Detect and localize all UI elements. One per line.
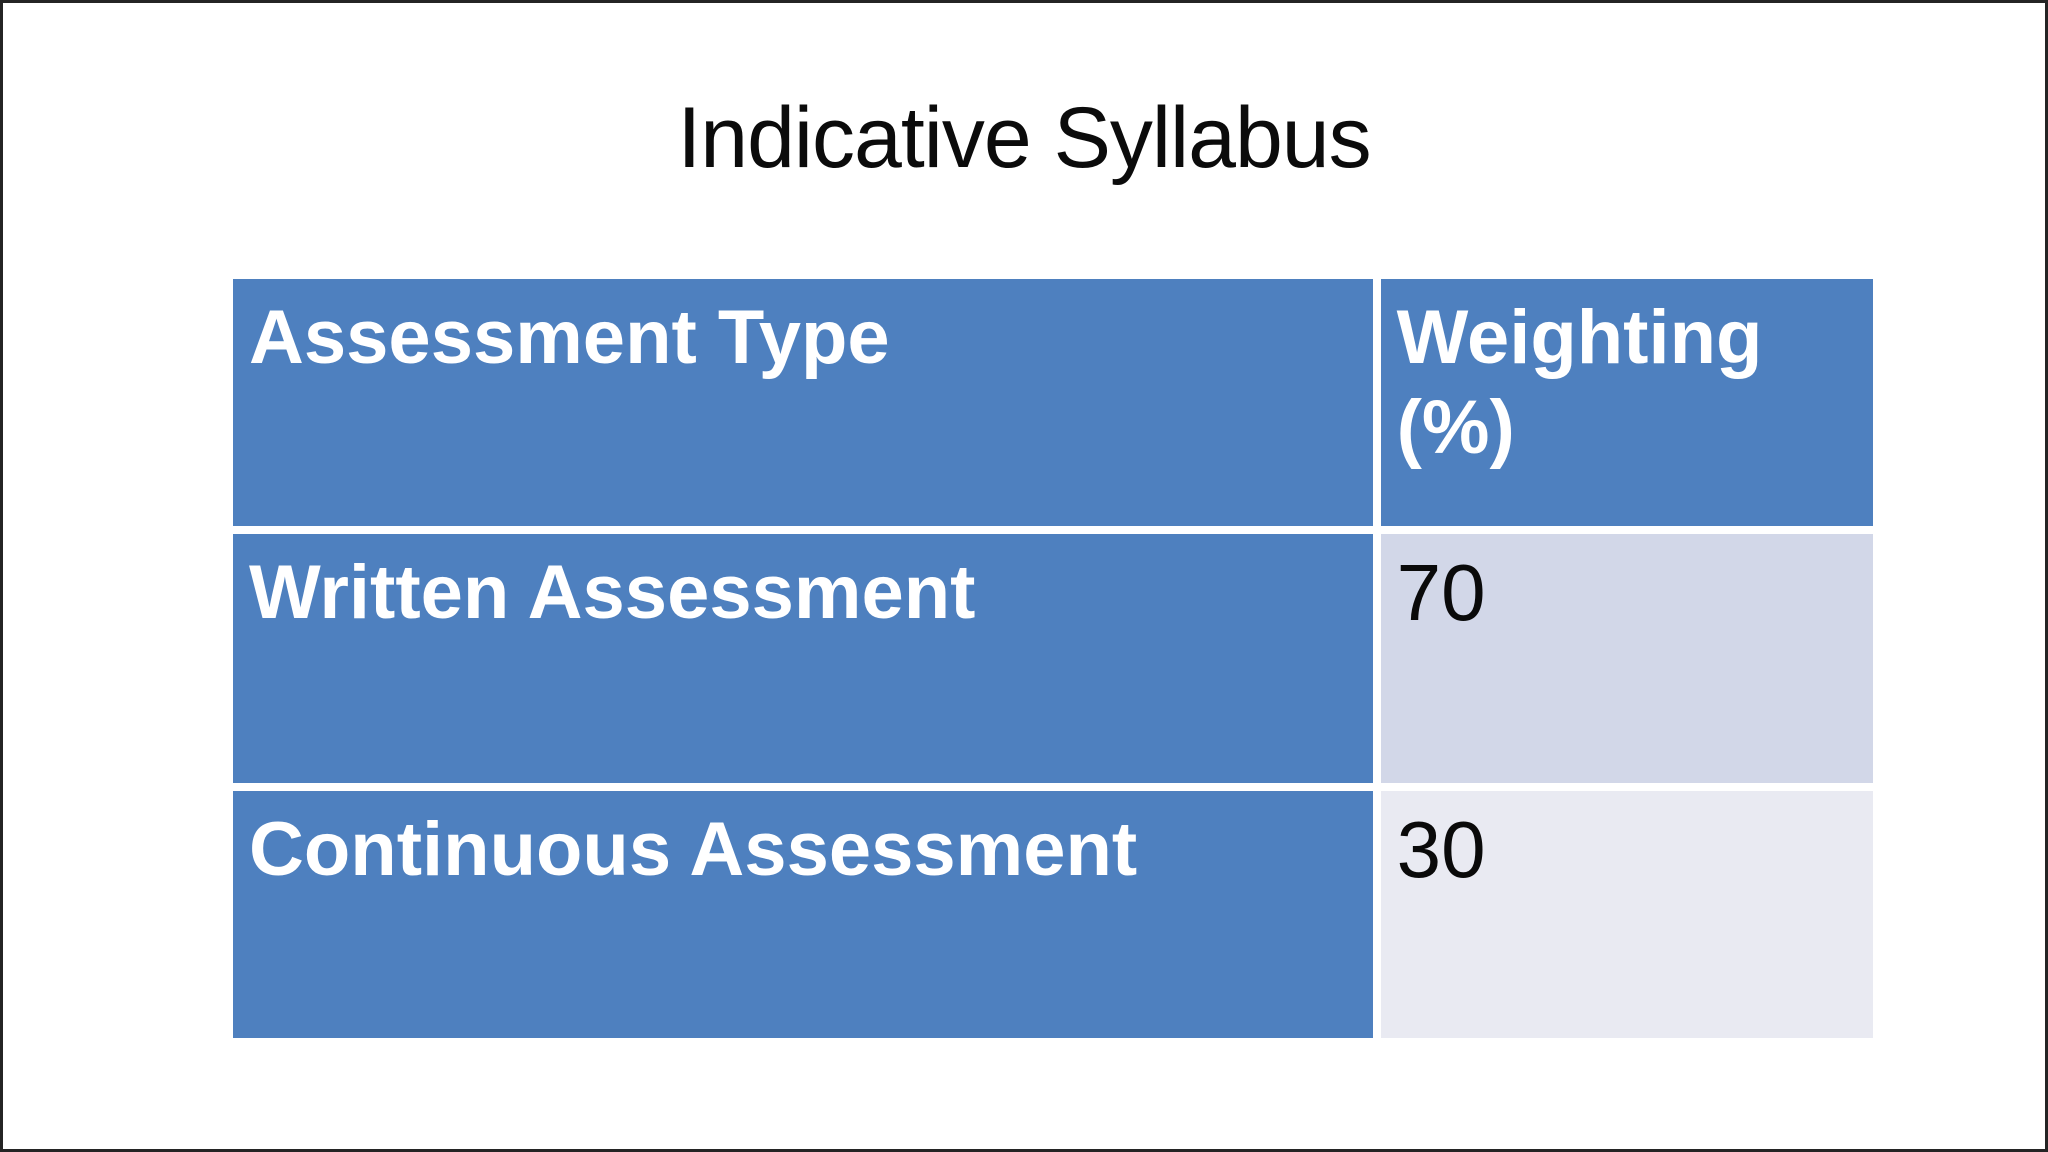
value-continuous-assessment-weighting: 30 — [1380, 791, 1873, 1038]
syllabus-table: Assessment Type Weighting (%) Written As… — [225, 271, 1881, 1046]
row-label-continuous-assessment: Continuous Assessment — [233, 791, 1373, 1038]
row-label-written-assessment: Written Assessment — [233, 534, 1373, 783]
value-written-assessment-weighting: 70 — [1380, 534, 1873, 783]
table-row: Written Assessment 70 — [233, 534, 1873, 783]
page-title: Indicative Syllabus — [677, 90, 1371, 186]
table-row: Continuous Assessment 30 — [233, 791, 1873, 1038]
table-header-row: Assessment Type Weighting (%) — [233, 279, 1873, 526]
column-header-weighting: Weighting (%) — [1380, 279, 1873, 526]
column-header-assessment-type: Assessment Type — [233, 279, 1373, 526]
